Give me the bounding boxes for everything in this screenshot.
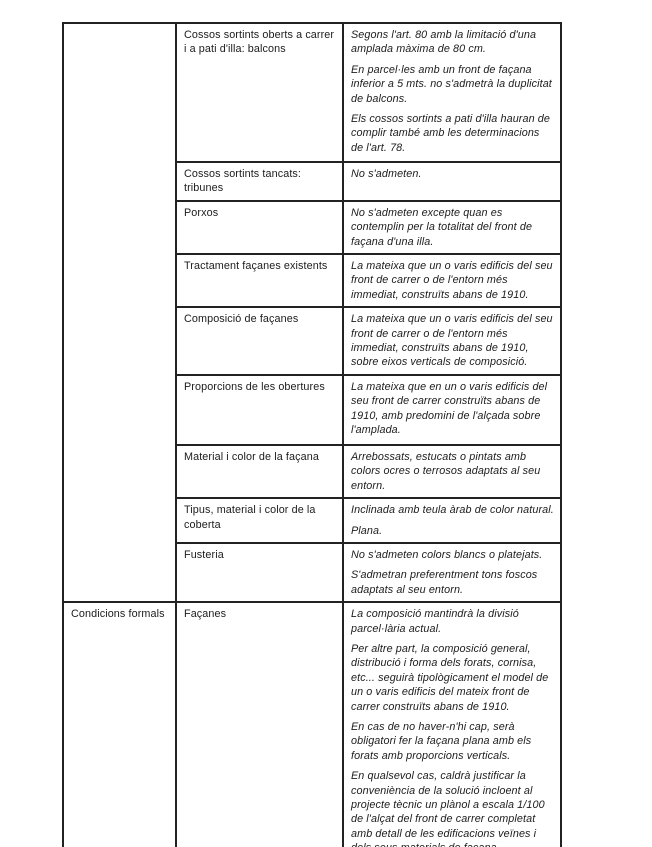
- regulations-table: Cossos sortints oberts a carrer i a pati…: [62, 21, 562, 847]
- table-row: Condicions formals Façanes La composició m…: [62, 601, 562, 847]
- category-cell: Condicions formals: [62, 601, 177, 847]
- value-paragraph: Inclinada amb teula àrab de color natura…: [351, 504, 554, 517]
- field-label-cell: Tractament façanes existents: [175, 253, 344, 309]
- value-paragraph: Segons l'art. 80 amb la limitació d'una …: [351, 29, 537, 56]
- value-paragraph: En qualsevol cas, caldrà justificar la c…: [351, 770, 545, 847]
- value-cell: No s'admeten colors blancs o platejats. S…: [342, 541, 562, 604]
- value-paragraph: No s'admeten excepte quan es contemplin …: [351, 206, 533, 248]
- field-label-cell: Cossos sortints tancats: tribunes: [175, 161, 344, 202]
- value-paragraph: No s'admeten.: [351, 168, 422, 180]
- category-cell: [62, 21, 177, 604]
- value-paragraph: Plana.: [351, 524, 383, 537]
- field-label-cell: Fusteria: [175, 541, 344, 604]
- value-paragraph: La composició mantindrà la divisió parce…: [351, 608, 519, 635]
- value-paragraph: Per altre part, la composició general, d…: [351, 642, 549, 713]
- regulations-table-body: Cossos sortints oberts a carrer i a pati…: [62, 21, 562, 847]
- value-paragraph: Arrebossats, estucats o pintats amb colo…: [351, 450, 541, 492]
- table-row: Fusteria No s'admeten colors blancs o pla…: [63, 541, 562, 604]
- table-row: Material i color de la façana Arrebossats…: [63, 443, 562, 500]
- value-paragraph: S'admetran preferentment tons foscos ada…: [351, 569, 538, 596]
- value-paragraph: En parcel·les amb un front de façana inf…: [351, 63, 552, 105]
- table-row: Tipus, material i color de la coberta Inc…: [63, 497, 562, 544]
- value-cell: Segons l'art. 80 amb la limitació d'una …: [342, 22, 562, 163]
- table-row: Cossos sortints tancats: tribunes No s'ad…: [63, 161, 562, 202]
- value-paragraph: Els cossos sortints a pati d'illa hauran…: [351, 113, 551, 154]
- value-cell: La mateixa que un o varis edificis del s…: [342, 306, 562, 376]
- value-paragraph: La mateixa que un o varis edificis del s…: [351, 313, 553, 369]
- value-cell: Inclinada amb teula àrab de color natura…: [342, 497, 562, 544]
- value-cell: No s'admeten.: [342, 161, 562, 202]
- field-label-cell: Material i color de la façana: [175, 443, 344, 500]
- value-paragraph: No s'admeten colors blancs o platejats.: [351, 548, 543, 561]
- field-label-cell: Cossos sortints oberts a carrer i a pati…: [175, 22, 344, 163]
- table-row: Tractament façanes existents La mateixa q…: [63, 253, 562, 309]
- table-row: Composició de façanes La mateixa que un o…: [63, 306, 562, 376]
- field-label-cell: Façanes: [175, 601, 344, 847]
- field-label-cell: Porxos: [175, 199, 344, 256]
- field-label-cell: Tipus, material i color de la coberta: [175, 497, 344, 544]
- field-label-cell: Composició de façanes: [175, 306, 344, 376]
- value-paragraph: En cas de no haver-n'hi cap, serà obliga…: [351, 720, 532, 762]
- field-label-cell: Proporcions de les obertures: [175, 373, 344, 446]
- value-cell: Arrebossats, estucats o pintats amb colo…: [342, 443, 562, 500]
- table-row: Proporcions de les obertures La mateixa q…: [63, 373, 562, 446]
- value-cell: La composició mantindrà la divisió parce…: [342, 601, 562, 847]
- value-cell: La mateixa que un o varis edificis del s…: [342, 253, 562, 309]
- value-paragraph: La mateixa que un o varis edificis del s…: [351, 260, 553, 301]
- table-row: Porxos No s'admeten excepte quan es conte…: [63, 199, 562, 256]
- value-cell: La mateixa que en un o varis edificis de…: [342, 373, 562, 446]
- value-cell: No s'admeten excepte quan es contemplin …: [342, 199, 562, 256]
- table-row: Cossos sortints oberts a carrer i a pati…: [62, 21, 562, 604]
- value-paragraph: La mateixa que en un o varis edificis de…: [351, 380, 548, 437]
